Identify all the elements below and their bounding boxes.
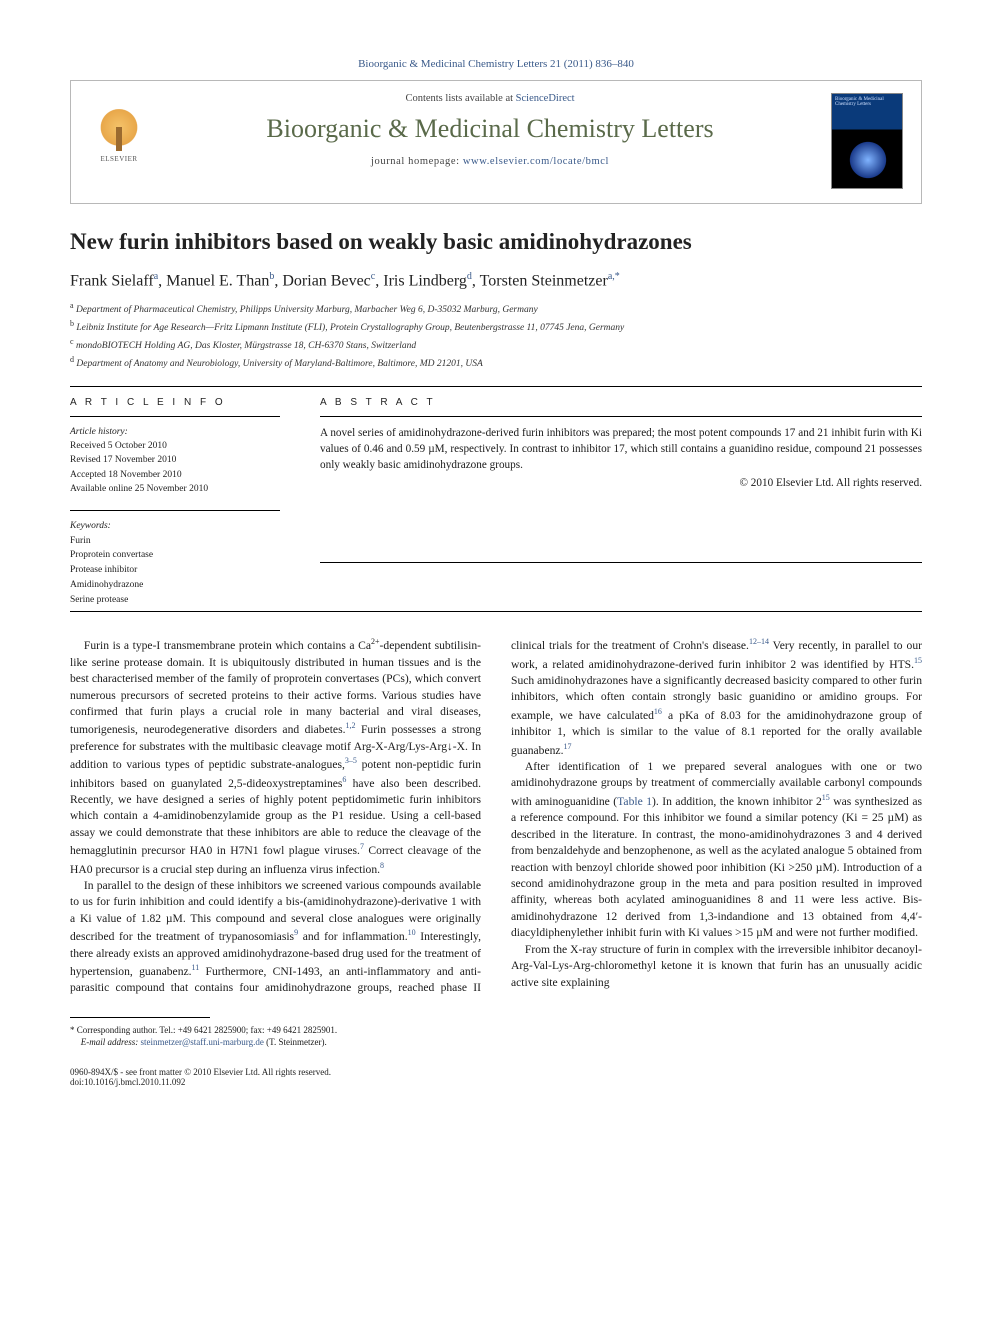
history-online: Available online 25 November 2010 (70, 482, 280, 496)
ref-link[interactable]: 15 (914, 656, 922, 665)
footnote-email-link[interactable]: steinmetzer@staff.uni-marburg.de (140, 1037, 263, 1047)
author: Dorian Bevec (282, 272, 370, 289)
ref-link[interactable]: 16 (654, 707, 662, 716)
history-received: Received 5 October 2010 (70, 439, 280, 453)
front-matter-line: 0960-894X/$ - see front matter © 2010 El… (70, 1067, 331, 1077)
ref-link[interactable]: 12–14 (749, 637, 769, 646)
keywords-label: Keywords: (70, 519, 280, 534)
keyword: Protease inhibitor (70, 563, 280, 578)
affiliation-line: Department of Anatomy and Neurobiology, … (76, 359, 482, 369)
affiliation-line: mondoBIOTECH Holding AG, Das Kloster, Mü… (76, 341, 416, 351)
text-run: and for inflammation. (298, 930, 408, 943)
rule (320, 562, 922, 563)
keyword: Proprotein convertase (70, 548, 280, 563)
home-prefix: journal homepage: (371, 156, 463, 167)
author: Iris Lindberg (383, 272, 467, 289)
text-run: ). In addition, the known inhibitor 2 (652, 795, 822, 808)
history-label: Article history: (70, 425, 280, 439)
author: Frank Sielaff (70, 272, 154, 289)
abstract-text: A novel series of amidinohydrazone-deriv… (320, 425, 922, 492)
body-paragraph: Furin is a type-I transmembrane protein … (70, 636, 481, 878)
affiliation-line: Leibniz Institute for Age Research—Fritz… (76, 323, 624, 333)
keyword: Amidinohydrazone (70, 578, 280, 593)
abstract-heading: A B S T R A C T (320, 397, 922, 408)
journal-home-link[interactable]: www.elsevier.com/locate/bmcl (463, 156, 609, 167)
journal-homepage-line: journal homepage: www.elsevier.com/locat… (163, 156, 817, 167)
journal-cover-thumb: Bioorganic & Medicinal Chemistry Letters (831, 93, 903, 189)
rule-bottom-meta (70, 611, 922, 612)
ref-link[interactable]: 10 (408, 928, 416, 937)
footnote-rule (70, 1017, 210, 1018)
ref-link[interactable]: 15 (822, 793, 830, 802)
abstract-body: A novel series of amidinohydrazone-deriv… (320, 427, 922, 471)
ref-link[interactable]: 3–5 (345, 756, 357, 765)
top-citation: Bioorganic & Medicinal Chemistry Letters… (70, 58, 922, 70)
text-run: -dependent subtilisin-like serine protea… (70, 639, 481, 736)
author-aff-sup: a,* (608, 271, 620, 282)
ref-link[interactable]: 17 (563, 742, 571, 751)
rule (320, 416, 922, 417)
corresponding-author-footnote: * Corresponding author. Tel.: +49 6421 2… (70, 1024, 922, 1049)
ref-link[interactable]: 8 (380, 861, 384, 870)
rule-top (70, 386, 922, 387)
text-run: was synthesized as a reference compound.… (511, 795, 922, 940)
body-paragraph: After identification of 1 we prepared se… (511, 759, 922, 942)
author-aff-sup: d (467, 271, 472, 282)
author: Torsten Steinmetzer (480, 272, 608, 289)
elsevier-tree-icon (96, 109, 142, 155)
rule (70, 416, 280, 417)
ref-link[interactable]: 1,2 (346, 721, 356, 730)
doi-line: doi:10.1016/j.bmcl.2010.11.092 (70, 1077, 331, 1087)
article-history: Article history: Received 5 October 2010… (70, 425, 280, 496)
author-aff-sup: c (371, 271, 375, 282)
body-text: Furin is a type-I transmembrane protein … (70, 636, 922, 996)
abstract-copyright: © 2010 Elsevier Ltd. All rights reserved… (320, 475, 922, 491)
journal-header-box: ELSEVIER Contents lists available at Sci… (70, 80, 922, 204)
contents-lists-line: Contents lists available at ScienceDirec… (163, 93, 817, 104)
table-link[interactable]: Table 1 (617, 795, 652, 808)
sciencedirect-link[interactable]: ScienceDirect (516, 93, 575, 104)
keywords-block: Keywords: Furin Proprotein convertase Pr… (70, 519, 280, 607)
affiliation-line: Department of Pharmaceutical Chemistry, … (76, 305, 538, 315)
keyword: Serine protease (70, 593, 280, 608)
text-run: Furin is a type-I transmembrane protein … (84, 639, 371, 652)
page-footer: 0960-894X/$ - see front matter © 2010 El… (70, 1067, 922, 1087)
text-run: From the X-ray structure of furin in com… (511, 943, 922, 989)
footnote-email-who: (T. Steinmetzer). (266, 1037, 327, 1047)
cover-thumb-text: Bioorganic & Medicinal Chemistry Letters (835, 97, 884, 107)
footnote-email-label: E-mail address: (81, 1037, 138, 1047)
text-run: guanabenz. (139, 965, 191, 978)
history-accepted: Accepted 18 November 2010 (70, 468, 280, 482)
publisher-label: ELSEVIER (100, 155, 137, 163)
article-info-heading: A R T I C L E I N F O (70, 397, 280, 408)
contents-prefix: Contents lists available at (405, 93, 515, 104)
author-list: Frank Sielaffa, Manuel E. Thanb, Dorian … (70, 271, 922, 290)
author: Manuel E. Than (166, 272, 269, 289)
history-revised: Revised 17 November 2010 (70, 453, 280, 467)
author-aff-sup: b (269, 271, 274, 282)
journal-name: Bioorganic & Medicinal Chemistry Letters (163, 114, 817, 144)
keyword: Furin (70, 534, 280, 549)
body-paragraph: From the X-ray structure of furin in com… (511, 942, 922, 991)
rule (70, 510, 280, 511)
elsevier-logo: ELSEVIER (89, 93, 149, 163)
author-aff-sup: a (154, 271, 158, 282)
affiliations: a Department of Pharmaceutical Chemistry… (70, 300, 922, 372)
article-title: New furin inhibitors based on weakly bas… (70, 228, 922, 257)
footnote-corr: * Corresponding author. Tel.: +49 6421 2… (70, 1025, 337, 1035)
